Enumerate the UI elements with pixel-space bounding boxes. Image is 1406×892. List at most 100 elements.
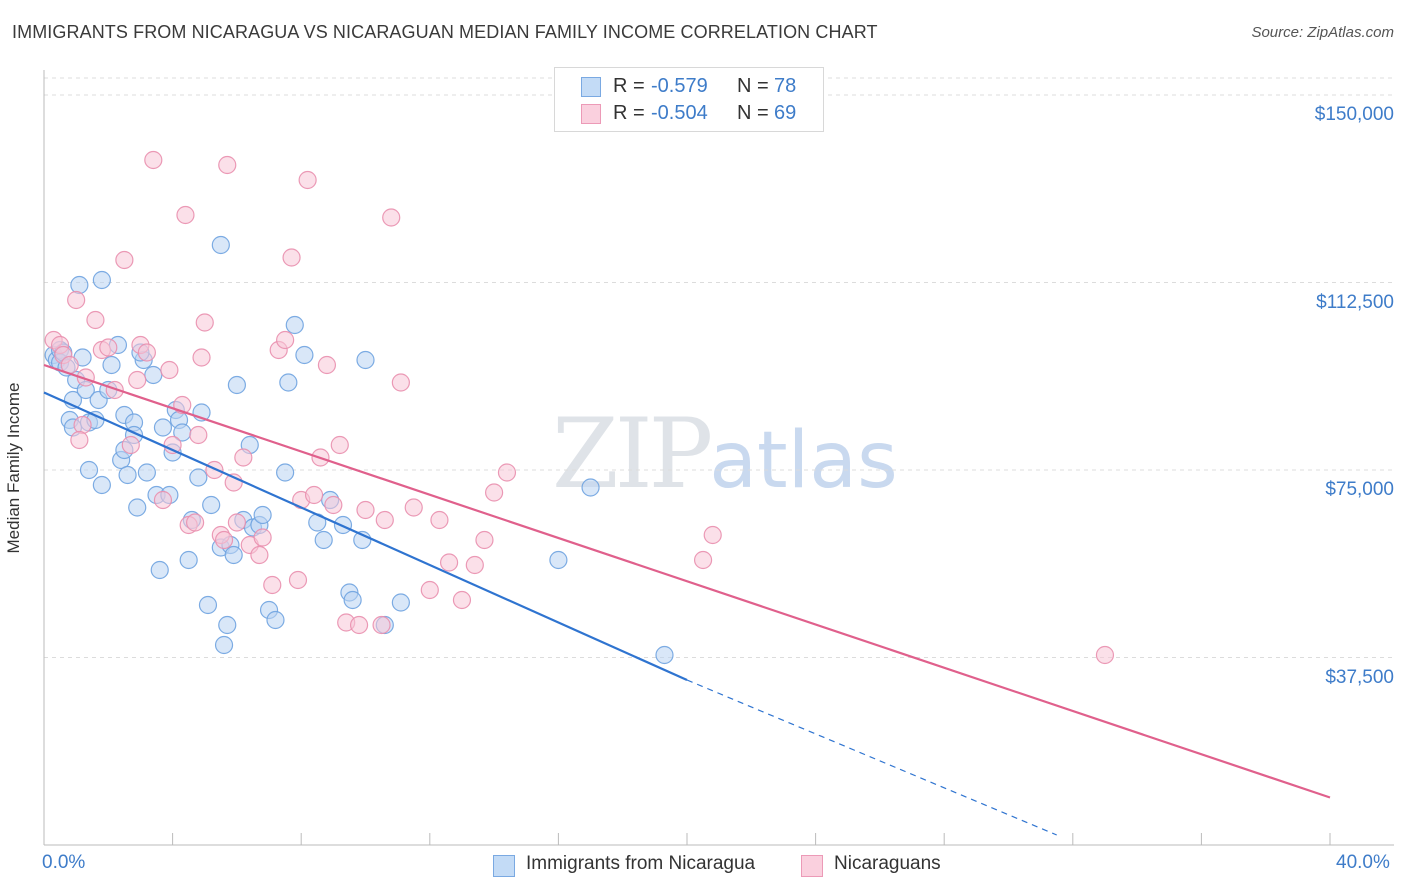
stats-legend: R = -0.579 N = 78 R = -0.504 N = 69 [554, 67, 824, 132]
point-nicaraguans [304, 485, 324, 505]
point-nicaraguans [73, 415, 92, 435]
x-tick-label-min: 0.0% [42, 852, 86, 873]
point-nicaraguans [288, 570, 308, 590]
point-nicaraguans [250, 545, 269, 565]
point-immigrants [227, 375, 246, 395]
legend-r-label: R = [613, 75, 645, 97]
point-immigrants [150, 560, 169, 580]
point-nicaraguans [382, 208, 401, 227]
y-tick-label: $75,000 [1325, 479, 1394, 500]
point-immigrants [218, 615, 237, 635]
point-immigrants [214, 635, 234, 655]
point-immigrants [276, 463, 295, 482]
point-nicaraguans [282, 248, 301, 267]
point-immigrants [655, 645, 674, 665]
point-nicaraguans [214, 530, 234, 550]
point-immigrants [253, 505, 272, 525]
point-nicaraguans [176, 205, 195, 225]
point-immigrants [153, 418, 173, 437]
legend-row-immigrants: R = -0.579 N = 78 [555, 74, 823, 100]
legend-swatch-blue [581, 77, 601, 97]
point-nicaraguans [99, 338, 118, 357]
watermark-atlas: atlas [709, 416, 898, 506]
point-immigrants [211, 235, 230, 255]
point-nicaraguans [485, 483, 504, 502]
point-nicaraguans [205, 460, 224, 480]
point-immigrants [266, 610, 285, 630]
point-immigrants [314, 530, 333, 550]
legend-row-nicaraguans: R = -0.504 N = 69 [555, 101, 823, 127]
point-nicaraguans [298, 170, 317, 190]
legend-r-value: -0.579 [651, 75, 708, 97]
point-nicaraguans [218, 155, 237, 175]
point-immigrants [343, 590, 362, 610]
point-nicaraguans [115, 250, 134, 270]
point-nicaraguans [153, 490, 173, 510]
point-nicaraguans [137, 343, 156, 362]
point-immigrants [137, 463, 156, 482]
point-immigrants [202, 495, 221, 515]
point-nicaraguans [475, 530, 494, 550]
trend-line-extension [686, 679, 1057, 836]
legend-swatch-pink [801, 855, 823, 877]
point-nicaraguans [144, 150, 163, 170]
point-nicaraguans [439, 553, 459, 572]
point-immigrants [79, 460, 99, 480]
point-immigrants [144, 365, 163, 385]
point-nicaraguans [86, 310, 105, 330]
point-immigrants [549, 550, 568, 570]
legend-n-label: N = [737, 102, 769, 124]
point-nicaraguans [105, 380, 124, 400]
x-tick-label-max: 40.0% [1336, 852, 1390, 873]
point-immigrants [92, 270, 111, 290]
data-points [44, 150, 1115, 665]
point-nicaraguans [253, 528, 272, 547]
point-nicaraguans [391, 373, 410, 392]
point-nicaraguans [263, 575, 282, 595]
point-nicaraguans [375, 510, 394, 530]
point-immigrants [279, 373, 298, 392]
point-immigrants [581, 478, 600, 497]
point-nicaraguans [317, 355, 337, 375]
point-nicaraguans [330, 435, 349, 455]
point-nicaraguans [349, 615, 369, 635]
grid-lines [44, 77, 1394, 658]
point-immigrants [179, 550, 198, 570]
legend-r-value: -0.504 [651, 102, 708, 124]
watermark-zip: ZIP [552, 398, 713, 510]
point-immigrants [70, 275, 89, 295]
point-immigrants [189, 468, 208, 487]
point-nicaraguans [420, 580, 439, 600]
point-nicaraguans [497, 463, 517, 482]
axes [43, 70, 1394, 846]
trend-lines [43, 363, 1331, 836]
chart-source: Source: ZipAtlas.com [1251, 24, 1394, 41]
point-immigrants [391, 593, 410, 612]
legend-swatch-blue [493, 855, 515, 877]
point-nicaraguans [372, 615, 391, 635]
point-immigrants [198, 595, 218, 615]
point-nicaraguans [1095, 645, 1115, 665]
point-immigrants [102, 355, 121, 375]
point-nicaraguans [227, 513, 246, 532]
point-nicaraguans [703, 525, 722, 545]
point-nicaraguans [76, 368, 95, 387]
point-nicaraguans [186, 513, 205, 532]
point-nicaraguans [324, 495, 343, 515]
point-immigrants [295, 345, 314, 365]
point-nicaraguans [693, 550, 713, 570]
legend-n-label: N = [737, 75, 769, 97]
y-tick-label: $112,500 [1316, 291, 1394, 313]
legend-swatch-pink [581, 104, 601, 124]
point-nicaraguans [121, 435, 140, 455]
trend-line-immigrants [43, 391, 688, 682]
legend-n-value: 69 [774, 102, 797, 124]
y-tick-label: $150,000 [1314, 104, 1394, 125]
point-nicaraguans [276, 330, 295, 350]
point-nicaraguans [430, 510, 449, 530]
point-nicaraguans [192, 348, 211, 367]
legend-r-label: R = [613, 102, 645, 124]
point-nicaraguans [128, 370, 147, 390]
watermark: ZIPatlas [552, 398, 898, 510]
